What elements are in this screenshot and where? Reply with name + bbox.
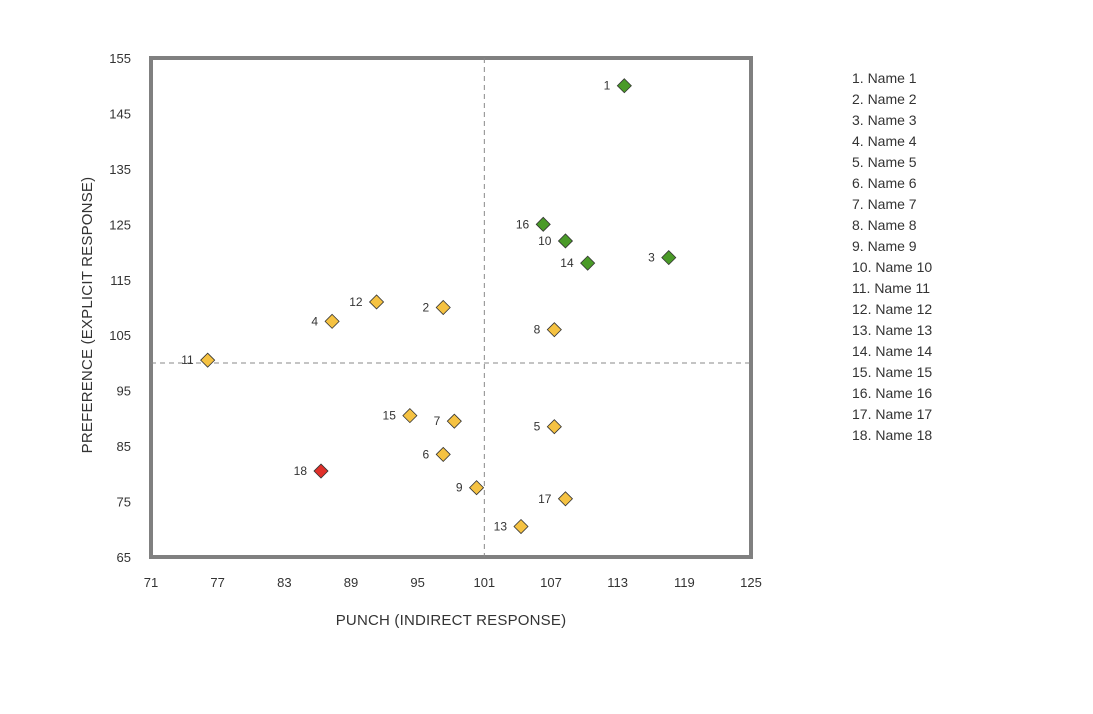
- legend-item: 17. Name 17: [852, 406, 933, 422]
- legend-item: 7. Name 7: [852, 196, 917, 212]
- data-point-label: 15: [383, 409, 397, 423]
- data-point-label: 13: [494, 520, 508, 534]
- y-tick-label: 105: [109, 328, 131, 343]
- data-point-label: 10: [538, 234, 552, 248]
- x-tick-label: 125: [740, 575, 762, 590]
- y-axis-title: PREFERENCE (EXPLICIT RESPONSE): [79, 177, 96, 454]
- y-tick-label: 75: [117, 495, 131, 510]
- x-tick-label: 95: [410, 575, 424, 590]
- data-point-marker: [324, 313, 340, 329]
- data-point-marker: [402, 408, 418, 424]
- data-point-label: 9: [456, 481, 463, 495]
- data-point-label: 6: [423, 447, 430, 461]
- x-axis-ticks: 71 77 83 89 95 101 107 113 119 125: [144, 575, 762, 590]
- x-tick-label: 119: [674, 575, 695, 590]
- y-tick-label: 135: [109, 162, 131, 177]
- legend-item: 3. Name 3: [852, 112, 917, 128]
- x-tick-label: 107: [540, 575, 562, 590]
- legend-item: 10. Name 10: [852, 259, 933, 275]
- y-tick-label: 95: [117, 384, 131, 399]
- legend-item: 18. Name 18: [852, 427, 933, 443]
- data-point-label: 14: [560, 256, 574, 270]
- data-point-label: 8: [534, 323, 541, 337]
- legend-item: 15. Name 15: [852, 364, 933, 380]
- y-tick-label: 155: [109, 51, 131, 66]
- legend-item: 11. Name 11: [852, 280, 931, 296]
- data-point-label: 12: [349, 295, 363, 309]
- data-point-label: 16: [516, 217, 530, 231]
- data-point-marker: [616, 78, 632, 94]
- data-point-marker: [468, 480, 485, 496]
- data-point-marker: [200, 352, 216, 368]
- x-tick-label: 101: [473, 575, 495, 590]
- data-point-marker: [546, 419, 562, 435]
- y-axis-ticks: 65 75 85 95 105 115 125 135 145 155: [109, 51, 131, 565]
- legend-item: 12. Name 12: [852, 301, 933, 317]
- y-tick-label: 125: [109, 217, 131, 232]
- x-tick-label: 89: [344, 575, 358, 590]
- data-point-marker: [557, 233, 574, 249]
- y-tick-label: 65: [117, 550, 131, 565]
- legend: 1. Name 1 2. Name 2 3. Name 3 4. Name 4 5. N…: [852, 68, 932, 446]
- data-point-marker: [446, 413, 462, 429]
- data-point-marker: [557, 491, 574, 507]
- x-tick-label: 71: [144, 575, 158, 590]
- data-point-label: 7: [434, 414, 441, 428]
- legend-item: 16. Name 16: [852, 385, 933, 401]
- data-point-marker: [535, 216, 551, 232]
- legend-item: 1. Name 1: [852, 70, 917, 86]
- data-point-marker: [546, 322, 562, 338]
- y-tick-label: 145: [109, 106, 131, 121]
- legend-item: 4. Name 4: [852, 133, 917, 149]
- data-point-label: 17: [538, 492, 552, 506]
- legend-item: 14. Name 14: [852, 343, 933, 359]
- data-point-label: 5: [534, 420, 541, 434]
- x-tick-label: 83: [277, 575, 291, 590]
- data-point-marker: [513, 518, 529, 535]
- legend-item: 2. Name 2: [852, 91, 917, 107]
- x-tick-label: 77: [210, 575, 224, 590]
- y-tick-label: 115: [110, 273, 131, 288]
- data-point-marker: [435, 446, 451, 462]
- data-point-marker: [435, 299, 451, 316]
- data-point-label: 18: [294, 464, 308, 478]
- reference-lines: [151, 58, 751, 557]
- data-point-label: 11: [181, 353, 194, 367]
- x-tick-label: 113: [607, 575, 628, 590]
- y-tick-label: 85: [117, 439, 131, 454]
- data-point-marker: [368, 294, 385, 310]
- data-point-label: 1: [604, 79, 611, 93]
- data-point-label: 3: [648, 251, 655, 265]
- data-point-label: 2: [423, 301, 430, 315]
- data-point-marker: [661, 250, 677, 266]
- legend-item: 5. Name 5: [852, 154, 917, 170]
- legend-item: 13. Name 13: [852, 322, 933, 338]
- x-axis-title: PUNCH (INDIRECT RESPONSE): [336, 612, 567, 629]
- data-point-marker: [313, 463, 329, 479]
- plot-frame: [149, 56, 753, 559]
- legend-item: 9. Name 9: [852, 238, 917, 254]
- legend-item: 6. Name 6: [852, 175, 917, 191]
- data-point-marker: [580, 255, 596, 271]
- data-point-label: 4: [311, 314, 318, 328]
- legend-item: 8. Name 8: [852, 217, 917, 233]
